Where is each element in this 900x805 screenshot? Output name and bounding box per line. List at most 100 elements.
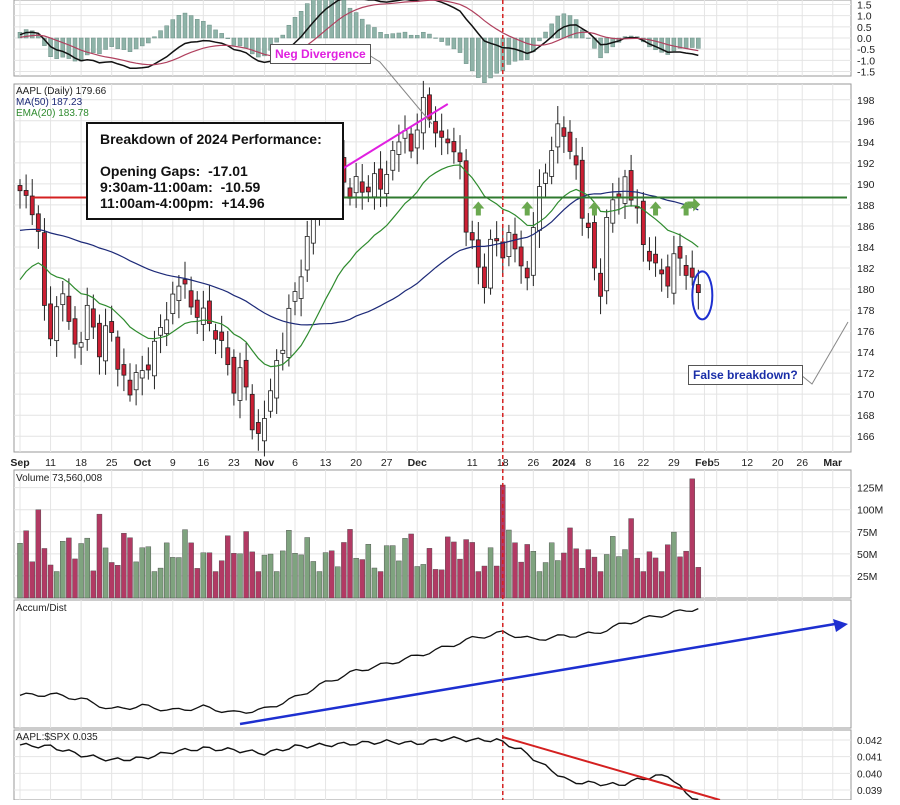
- macd-tick-label: -1.0: [857, 55, 875, 67]
- candle-body: [463, 160, 469, 233]
- candle-body: [427, 94, 432, 120]
- macd-histogram-bar: [72, 37, 78, 62]
- candle-body: [127, 379, 133, 396]
- volume-bar: [457, 558, 463, 599]
- macd-histogram-bar: [304, 3, 310, 39]
- volume-bar: [29, 561, 35, 599]
- candle-body: [152, 340, 157, 377]
- macd-histogram-bar: [402, 31, 408, 39]
- volume-bar: [487, 547, 494, 599]
- volume-bar: [677, 556, 683, 599]
- ratio-tick-label: 0.041: [857, 753, 882, 764]
- candle-body: [512, 233, 518, 250]
- macd-histogram-bar: [194, 19, 200, 39]
- candle-body: [304, 236, 310, 271]
- macd-histogram-bar: [366, 24, 371, 39]
- macd-histogram-bar: [17, 32, 23, 39]
- volume-bar: [518, 561, 524, 599]
- candle-body: [585, 222, 591, 228]
- macd-signal-line: [19, 0, 699, 66]
- x-tick-label: 26: [527, 457, 539, 469]
- macd-histogram-bar: [91, 37, 96, 53]
- neg-divergence-callout: Neg Divergence: [270, 44, 371, 64]
- macd-histogram-bar: [133, 37, 139, 50]
- macd-histogram-bar: [298, 11, 304, 39]
- macd-histogram-bar: [696, 37, 701, 49]
- accum-trend-line: [239, 622, 836, 726]
- candle-body: [359, 181, 365, 193]
- volume-bar: [426, 548, 433, 599]
- volume-bar: [188, 542, 194, 599]
- volume-bar: [127, 537, 133, 599]
- volume-bar: [377, 571, 384, 599]
- volume-bar: [628, 518, 634, 599]
- volume-bar: [170, 557, 176, 599]
- support-arrow: [521, 201, 534, 216]
- x-tick-label: 23: [228, 457, 240, 469]
- candle-body: [145, 364, 151, 371]
- macd-histogram-bar: [396, 32, 402, 39]
- price-tick-label: 170: [857, 389, 875, 401]
- macd-histogram-bar: [518, 37, 524, 61]
- volume-bar: [200, 552, 207, 599]
- macd-histogram-bar: [146, 37, 151, 44]
- support-arrow: [687, 197, 701, 212]
- x-tick-label: 20: [350, 457, 362, 469]
- volume-bar: [616, 556, 622, 599]
- volume-bar: [298, 554, 304, 599]
- volume-bar: [469, 542, 475, 599]
- candle-body: [671, 253, 677, 294]
- x-tick-label: 18: [75, 457, 87, 469]
- volume-bar: [267, 553, 274, 599]
- candle-body: [695, 284, 701, 294]
- macd-histogram-bar: [152, 36, 157, 39]
- volume-bar: [341, 542, 347, 599]
- breakdown-title: Breakdown of 2024 Performance:: [100, 131, 322, 147]
- volume-bar: [683, 550, 689, 599]
- candle-body: [194, 299, 200, 318]
- volume-bar: [371, 567, 378, 599]
- volume-bar: [396, 560, 402, 599]
- volume-bar: [151, 571, 158, 599]
- candle-body: [420, 97, 426, 134]
- macd-histogram-bar: [414, 35, 420, 39]
- ratio-tick-label: 0.042: [857, 736, 882, 747]
- candle-body: [665, 266, 671, 287]
- volume-bar: [542, 562, 549, 599]
- macd-histogram-bar: [665, 37, 671, 55]
- candle-body: [457, 152, 463, 162]
- x-tick-label: 13: [320, 457, 332, 469]
- volume-bar: [255, 571, 262, 599]
- x-tick-label: 22: [637, 457, 649, 469]
- price-tick-label: 188: [857, 200, 875, 212]
- candle-body: [567, 131, 573, 152]
- macd-histogram-bar: [469, 37, 475, 72]
- volume-bar: [445, 536, 451, 599]
- macd-histogram-bar: [188, 15, 194, 39]
- macd-histogram-bar: [97, 37, 102, 55]
- macd-histogram-bar: [671, 37, 677, 52]
- candle-body: [109, 321, 115, 333]
- candle-body: [280, 349, 286, 354]
- candle-body: [139, 370, 145, 379]
- volume-bar: [634, 557, 640, 599]
- macd-tick-label: 1.0: [857, 11, 872, 23]
- candle-body: [237, 367, 243, 401]
- candle-body: [561, 127, 567, 137]
- candle-body: [97, 322, 102, 358]
- macd-tick-label: 1.5: [857, 0, 872, 11]
- candle-body: [518, 246, 524, 267]
- price-tick-label: 172: [857, 368, 875, 380]
- macd-histogram-bar: [451, 37, 457, 50]
- candle-body: [103, 325, 108, 362]
- macd-histogram-bar: [537, 37, 542, 42]
- candle-body: [78, 342, 84, 348]
- volume-bar: [567, 527, 573, 599]
- relative-strength-line: [19, 736, 699, 801]
- volume-bar: [72, 558, 78, 599]
- candle-body: [592, 222, 597, 269]
- volume-tick-label: 75M: [857, 527, 877, 539]
- volume-bar: [157, 567, 164, 599]
- volume-bar: [383, 545, 390, 599]
